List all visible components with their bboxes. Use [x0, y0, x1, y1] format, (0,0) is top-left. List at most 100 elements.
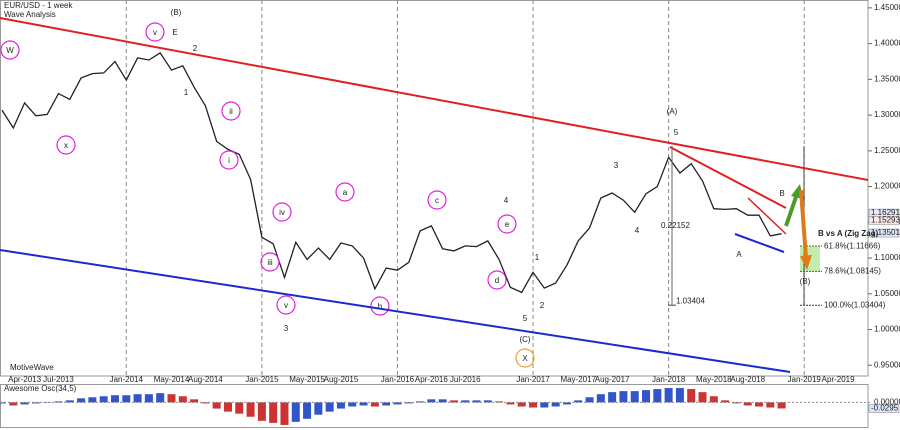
osc-bar: [562, 402, 571, 405]
osc-bar: [517, 402, 526, 407]
osc-plot: [0, 388, 786, 425]
wave-label: (A): [667, 107, 678, 116]
osc-bar: [77, 398, 86, 403]
osc-bar: [31, 402, 40, 404]
wave-label: X: [522, 354, 528, 363]
wave-circle: [56, 135, 76, 155]
wave-label: 1: [184, 88, 189, 97]
wave-label: d: [495, 276, 499, 285]
y-tick-label: 1.05000: [874, 289, 900, 298]
wave-circle: [221, 101, 241, 121]
osc-bar: [144, 394, 153, 403]
price-box-label: 1.16291: [871, 208, 900, 217]
wave-label: W: [6, 46, 14, 55]
osc-bar: [325, 402, 334, 412]
osc-bar: [212, 402, 221, 409]
chart-title: EUR/USD - 1 week: [4, 1, 73, 10]
osc-bar: [348, 402, 357, 407]
wave-label: ii: [229, 107, 233, 116]
wave-label: 1: [535, 253, 540, 262]
osc-bar: [88, 397, 97, 403]
price-panel: [0, 0, 869, 377]
osc-bar: [777, 402, 786, 409]
osc-bar: [472, 400, 481, 403]
osc-current-box: [868, 404, 900, 413]
wave-label: iii: [267, 258, 273, 267]
wave-label: 3: [614, 161, 619, 170]
osc-bar: [336, 402, 345, 409]
osc-bar: [608, 392, 617, 403]
osc-bar: [574, 400, 583, 403]
x-tick-label: May-2017: [560, 375, 596, 384]
osc-bar: [370, 402, 379, 407]
osc-bar: [65, 400, 74, 403]
y-tick-label: 1.35000: [874, 74, 900, 83]
wave-label: B: [779, 189, 784, 198]
osc-bar: [483, 400, 492, 403]
y-tick-label: 1.10000: [874, 253, 900, 262]
osc-bar: [246, 402, 255, 417]
x-tick-label: May-2014: [154, 375, 190, 384]
blue-trend-line: [734, 233, 785, 253]
orange-arrow-head: [800, 255, 812, 270]
wave-label: 3: [284, 324, 289, 333]
osc-bar: [540, 402, 549, 408]
wave-circle: [260, 252, 280, 272]
wave-label: v: [284, 301, 288, 310]
y-tick-label: 1.20000: [874, 182, 900, 191]
osc-bar: [585, 397, 594, 403]
wave-label: A: [736, 250, 742, 259]
y-tick-label: 1.45000: [874, 3, 900, 12]
fib-label: 78.6%(1.08145): [824, 266, 881, 275]
wave-label: 2: [540, 301, 545, 310]
x-tick-label: Jan-2016: [381, 375, 415, 384]
x-tick-label: Apr-2019: [822, 375, 855, 384]
y-tick-label: 1.25000: [874, 146, 900, 155]
price-box: [868, 215, 900, 225]
y-tick-label: 1.30000: [874, 110, 900, 119]
osc-bar: [675, 388, 684, 403]
osc-bar: [755, 402, 764, 407]
osc-panel: [0, 384, 869, 428]
osc-bar: [687, 389, 696, 403]
osc-bar: [495, 401, 504, 403]
x-tick-label: Jul-2016: [450, 375, 481, 384]
osc-bar: [506, 402, 515, 405]
y-tick-label: 1.40000: [874, 39, 900, 48]
osc-bar: [743, 402, 752, 406]
wave-circle: [0, 40, 20, 60]
x-tick-label: May-2015: [289, 375, 325, 384]
osc-bar: [416, 401, 425, 403]
x-tick-label: Aug-2015: [324, 375, 359, 384]
osc-bar: [235, 402, 244, 414]
wave-label: 4: [504, 196, 509, 205]
osc-bar: [393, 402, 402, 405]
osc-bar: [529, 402, 538, 408]
wave-label: iv: [279, 208, 285, 217]
osc-bar: [0, 402, 6, 404]
osc-bar: [630, 391, 639, 403]
wave-label: x: [64, 141, 68, 150]
wave-circle: [487, 270, 507, 290]
x-tick-label: Jan-2015: [245, 375, 279, 384]
osc-bar: [223, 402, 232, 412]
wave-label: i: [228, 156, 230, 165]
fib-title: B vs A (Zig Zag): [818, 229, 879, 238]
y-tick-label: 0.95000: [874, 360, 900, 369]
price-box: [868, 228, 900, 238]
x-tick-label: May-2018: [696, 375, 732, 384]
wave-label: b: [378, 302, 383, 311]
x-tick-label: Jul-2013: [43, 375, 74, 384]
wave-circle: [497, 214, 517, 234]
osc-bar: [303, 402, 312, 419]
fib-label: 61.8%(1.11666): [824, 241, 881, 250]
wave-label: 5: [523, 314, 528, 323]
osc-bar: [314, 402, 323, 415]
x-tick-label: Aug-2017: [595, 375, 630, 384]
osc-current-label: -0.0295: [871, 404, 899, 413]
wave-circle: [145, 22, 165, 42]
osc-bar: [359, 402, 368, 406]
osc-bar: [156, 393, 165, 403]
wave-label: 4: [635, 226, 640, 235]
